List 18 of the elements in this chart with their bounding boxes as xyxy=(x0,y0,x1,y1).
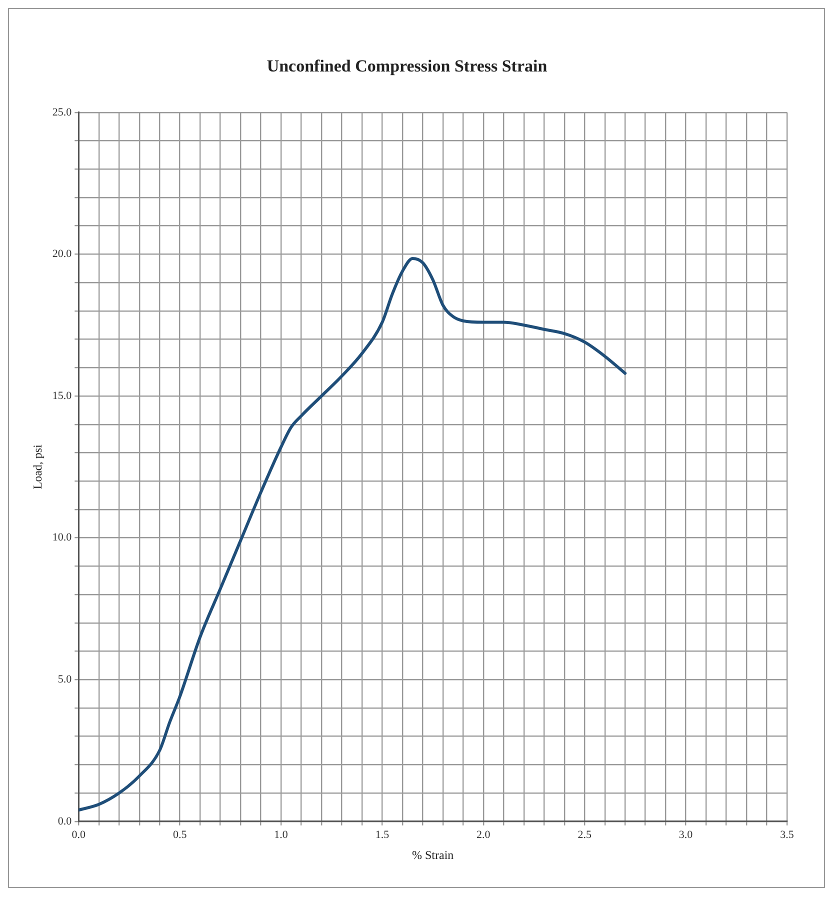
x-tick-label: 3.0 xyxy=(678,828,694,841)
y-tick-label: 10.0 xyxy=(52,532,72,544)
y-tick-label: 5.0 xyxy=(58,673,72,686)
x-tick-label: 1.0 xyxy=(274,828,288,841)
x-tick-label: 2.5 xyxy=(578,828,592,841)
y-tick-label: 15.0 xyxy=(52,390,72,402)
x-tick-label: 0.0 xyxy=(72,828,86,841)
x-tick-label: 1.5 xyxy=(375,828,390,841)
x-tick-label: 2.0 xyxy=(476,828,491,841)
y-axis-title: Load, psi xyxy=(30,444,44,490)
x-tick-label: 0.5 xyxy=(172,828,188,841)
chart-title: Unconfined Compression Stress Strain xyxy=(266,56,548,76)
x-axis-title: % Strain xyxy=(412,848,454,862)
line-series xyxy=(78,256,627,812)
y-tick-label: 0.0 xyxy=(58,815,72,828)
y-tick-label: 25.0 xyxy=(52,106,72,118)
x-tick-label: 3.5 xyxy=(780,828,794,841)
y-tick-label: 20.0 xyxy=(52,248,72,260)
